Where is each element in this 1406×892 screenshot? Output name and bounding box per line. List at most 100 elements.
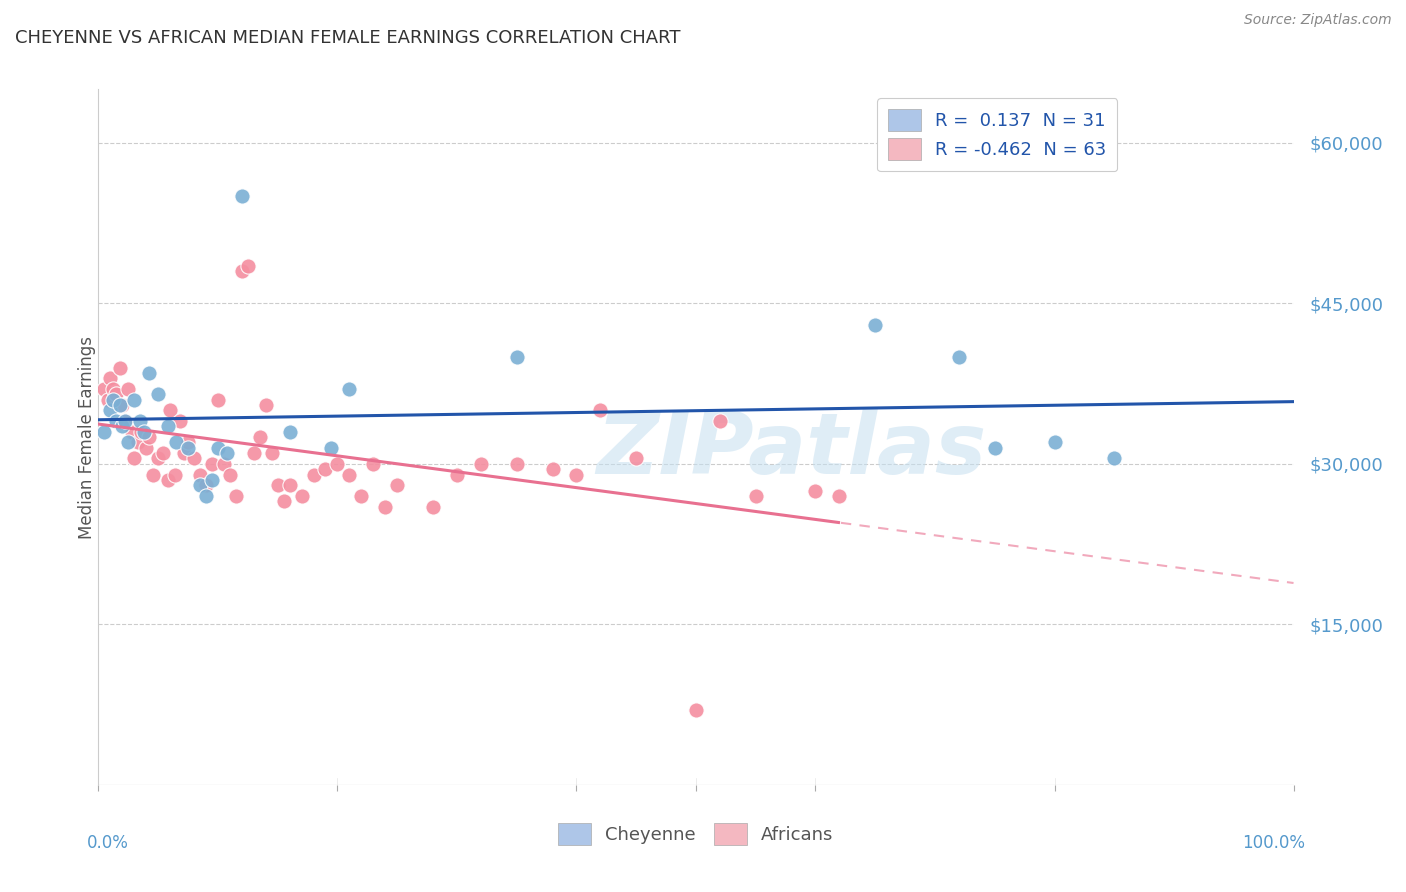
Point — [169, 414, 191, 428]
Point — [326, 457, 349, 471]
Text: 100.0%: 100.0% — [1243, 834, 1306, 852]
Point — [254, 398, 277, 412]
Text: CHEYENNE VS AFRICAN MEDIAN FEMALE EARNINGS CORRELATION CHART: CHEYENNE VS AFRICAN MEDIAN FEMALE EARNIN… — [15, 29, 681, 47]
Point — [589, 403, 612, 417]
Point — [127, 435, 149, 450]
Point — [138, 430, 160, 444]
Point — [302, 467, 325, 482]
Point — [219, 467, 242, 482]
Point — [685, 703, 707, 717]
Point — [374, 500, 396, 514]
Point — [350, 489, 373, 503]
Point — [177, 441, 200, 455]
Point — [97, 392, 120, 407]
Point — [105, 387, 128, 401]
Point — [565, 467, 588, 482]
Point — [111, 398, 134, 412]
Point — [188, 467, 211, 482]
Point — [260, 446, 283, 460]
Point — [201, 457, 224, 471]
Point — [231, 264, 253, 278]
Point — [339, 467, 361, 482]
Point — [231, 189, 253, 203]
Point — [117, 435, 139, 450]
Point — [321, 441, 343, 455]
Point — [278, 478, 301, 492]
Point — [98, 371, 122, 385]
Point — [105, 414, 128, 428]
Point — [278, 425, 301, 439]
Point — [131, 425, 153, 439]
Point — [148, 451, 170, 466]
Point — [163, 467, 186, 482]
Point — [243, 446, 266, 460]
Point — [121, 425, 143, 439]
Point — [152, 446, 174, 460]
Point — [865, 318, 887, 332]
Point — [709, 414, 731, 428]
Point — [339, 382, 361, 396]
Point — [1043, 435, 1066, 450]
Point — [101, 382, 124, 396]
Point — [385, 478, 409, 492]
Point — [626, 451, 648, 466]
Point — [446, 467, 468, 482]
Point — [129, 414, 152, 428]
Point — [159, 403, 181, 417]
Text: 0.0%: 0.0% — [87, 834, 128, 852]
Point — [156, 419, 179, 434]
Point — [177, 435, 200, 450]
Point — [828, 489, 851, 503]
Point — [804, 483, 827, 498]
Point — [165, 435, 187, 450]
Point — [363, 457, 385, 471]
Point — [207, 392, 229, 407]
Point — [148, 387, 170, 401]
Point — [249, 430, 271, 444]
Point — [156, 473, 179, 487]
Point — [101, 392, 124, 407]
Point — [124, 392, 146, 407]
Y-axis label: Median Female Earnings: Median Female Earnings — [79, 335, 96, 539]
Point — [173, 446, 195, 460]
Point — [225, 489, 247, 503]
Point — [188, 478, 211, 492]
Point — [422, 500, 444, 514]
Point — [98, 403, 122, 417]
Point — [111, 419, 134, 434]
Point — [108, 360, 131, 375]
Point — [984, 441, 1007, 455]
Point — [93, 425, 115, 439]
Point — [541, 462, 564, 476]
Point — [195, 478, 218, 492]
Point — [142, 467, 165, 482]
Point — [315, 462, 337, 476]
Point — [506, 350, 529, 364]
Point — [114, 414, 136, 428]
Point — [108, 398, 131, 412]
Point — [291, 489, 314, 503]
Point — [138, 366, 160, 380]
Point — [201, 473, 224, 487]
Point — [273, 494, 295, 508]
Point — [212, 457, 235, 471]
Text: Source: ZipAtlas.com: Source: ZipAtlas.com — [1244, 13, 1392, 28]
Point — [135, 441, 157, 455]
Point — [267, 478, 290, 492]
Point — [948, 350, 970, 364]
Point — [745, 489, 768, 503]
Point — [117, 382, 139, 396]
Point — [506, 457, 529, 471]
Text: ZIPatlas: ZIPatlas — [596, 409, 987, 492]
Point — [114, 414, 136, 428]
Point — [124, 451, 146, 466]
Point — [236, 259, 259, 273]
Point — [195, 489, 218, 503]
Point — [217, 446, 239, 460]
Point — [1104, 451, 1126, 466]
Legend: Cheyenne, Africans: Cheyenne, Africans — [551, 816, 841, 853]
Point — [132, 425, 155, 439]
Point — [207, 441, 229, 455]
Point — [470, 457, 492, 471]
Point — [183, 451, 205, 466]
